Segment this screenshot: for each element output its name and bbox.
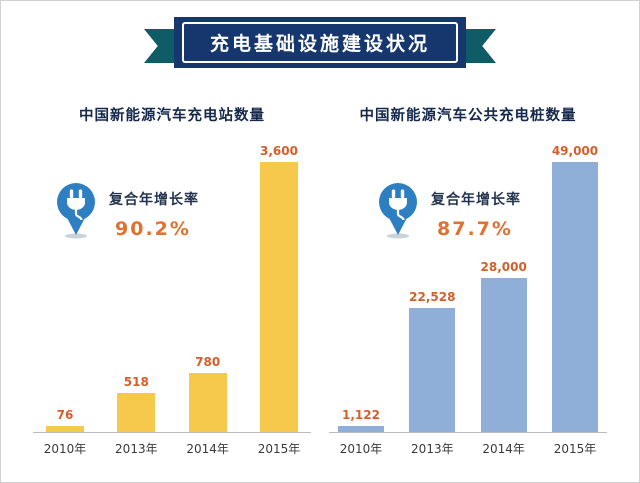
chart-title: 中国新能源汽车公共充电桩数量 — [359, 108, 577, 124]
plug-pin-icon — [53, 181, 99, 243]
banner-band: 充电基础设施建设状况 — [173, 17, 467, 68]
chart-charging-piles: 中国新能源汽车公共充电桩数量 1,122 22,528 28,000 49,000 2… — [329, 96, 607, 457]
bar — [188, 373, 227, 432]
category-label: 2010年 — [339, 442, 383, 456]
bar-value-label: 76 — [56, 408, 74, 422]
plug-pin-icon — [375, 181, 421, 243]
bar-group: 22,528 — [409, 290, 456, 432]
category-label: 2013年 — [411, 442, 454, 456]
category-axis: 2010年 2013年 2014年 2015年 — [329, 440, 607, 457]
category-label: 2015年 — [553, 442, 597, 456]
bar-value-label: 28,000 — [480, 260, 527, 274]
cagr-annotation: 复合年增长率 90.2% — [53, 181, 199, 243]
bar-value-label: 518 — [123, 375, 149, 389]
cagr-value: 90.2% — [115, 218, 191, 240]
bar-value-label: 1,122 — [342, 408, 380, 422]
bar-value-label: 49,000 — [551, 144, 599, 158]
bar-group: 518 — [114, 375, 158, 432]
category-axis: 2010年 2013年 2014年 2015年 — [33, 440, 311, 457]
bar-group: 76 — [43, 408, 87, 432]
bar — [409, 308, 456, 432]
chart-charging-stations: 中国新能源汽车充电站数量 76 518 780 3,600 2010年 2013年 201… — [33, 96, 311, 457]
bar — [117, 393, 156, 432]
bar — [259, 162, 298, 432]
cagr-annotation: 复合年增长率 87.7% — [375, 181, 521, 243]
plot-area: 76 518 780 3,600 — [33, 134, 311, 433]
cagr-label: 复合年增长率 — [109, 192, 199, 208]
page-title: 充电基础设施建设状况 — [181, 22, 459, 63]
bar-group: 1,122 — [338, 408, 384, 432]
cagr-value: 87.7% — [437, 218, 513, 240]
bar — [551, 162, 598, 432]
bar — [480, 278, 527, 432]
category-label: 2015年 — [257, 442, 301, 456]
bar — [46, 426, 84, 432]
cagr-label: 复合年增长率 — [431, 192, 521, 208]
bar-group: 28,000 — [480, 260, 527, 432]
bar — [338, 426, 384, 432]
category-label: 2013年 — [115, 442, 158, 456]
bar-value-label: 3,600 — [260, 144, 298, 158]
category-label: 2014年 — [482, 442, 525, 456]
plot-area: 1,122 22,528 28,000 49,000 — [329, 134, 607, 433]
bar-value-label: 780 — [195, 355, 221, 369]
title-banner: 充电基础设施建设状况 — [143, 17, 497, 68]
bar-group: 780 — [186, 355, 230, 432]
bar-value-label: 22,528 — [409, 290, 456, 304]
category-label: 2010年 — [43, 442, 87, 456]
bar-group: 3,600 — [257, 144, 301, 432]
charts-row: 中国新能源汽车充电站数量 76 518 780 3,600 2010年 2013年 201… — [1, 96, 639, 457]
cagr-text: 复合年增长率 87.7% — [431, 181, 521, 240]
category-label: 2014年 — [186, 442, 229, 456]
cagr-text: 复合年增长率 90.2% — [109, 181, 199, 240]
chart-title: 中国新能源汽车充电站数量 — [79, 108, 265, 124]
bar-group: 49,000 — [551, 144, 599, 432]
